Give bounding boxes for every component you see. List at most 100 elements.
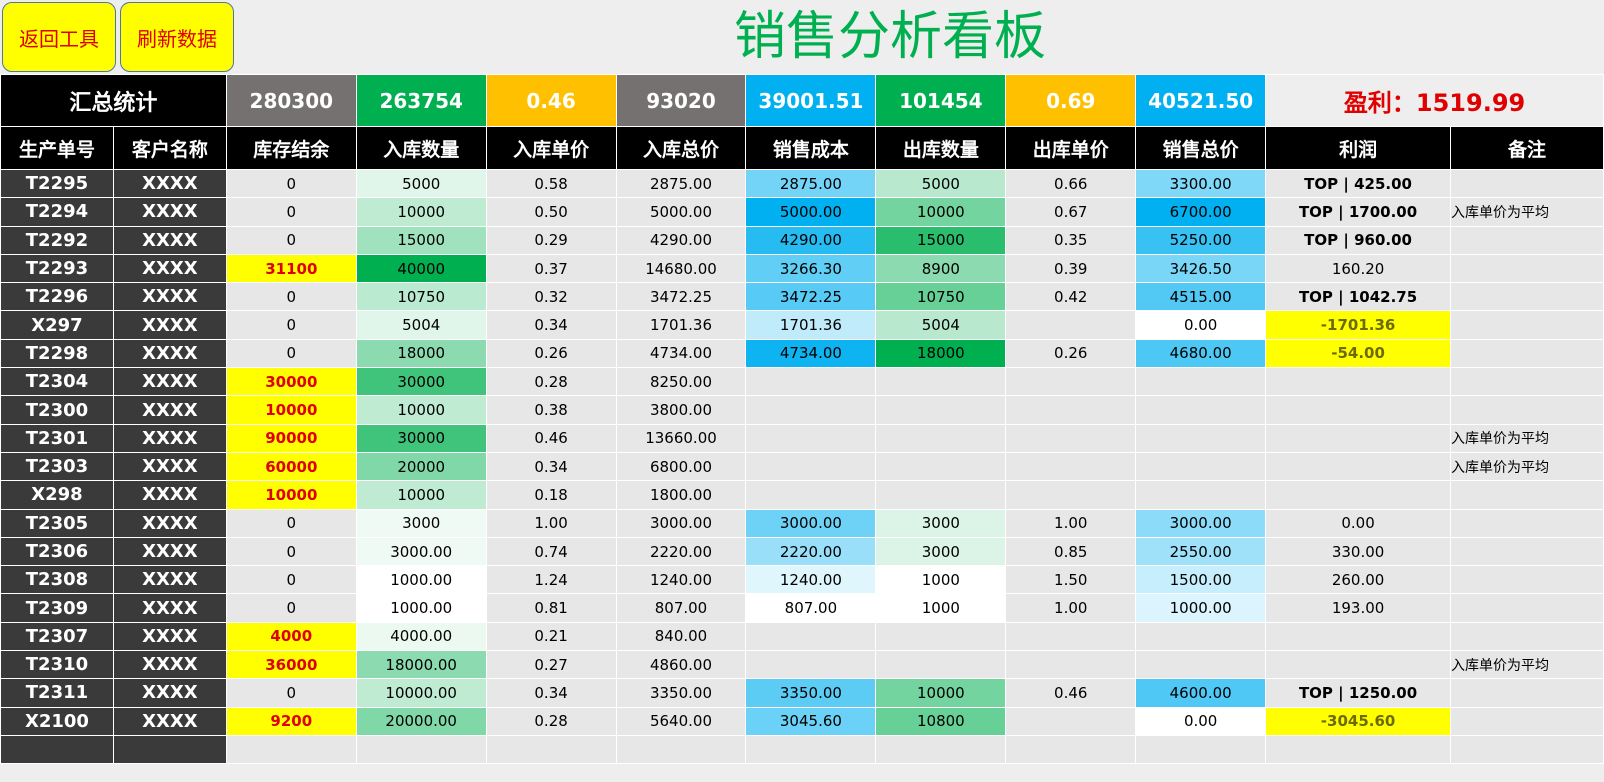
summary-label: 汇总统计 [0, 74, 227, 127]
cell-in-total: 4290.00 [615, 225, 747, 255]
cell-customer: XXXX [112, 168, 227, 199]
cell-out-qty [875, 367, 1007, 397]
cell-out-price: 1.00 [1005, 593, 1137, 623]
cell-out-price [1005, 451, 1137, 482]
cell-out-qty: 8900 [875, 253, 1007, 284]
cell-in-qty: 15000 [355, 225, 487, 255]
cell-customer: XXXX [112, 338, 227, 369]
cell-out-price: 0.85 [1005, 536, 1137, 567]
cell-in-total: 5640.00 [615, 706, 747, 736]
cell-out-qty [875, 395, 1007, 425]
cell-stock: 90000 [225, 423, 357, 453]
cell-in-qty: 4000.00 [355, 621, 487, 652]
cell-note [1450, 706, 1604, 736]
table-row: T2304 XXXX 30000 30000 0.28 8250.00 [0, 367, 1604, 397]
cell-sale-total: 4515.00 [1135, 282, 1267, 312]
table-row: X2100 XXXX 9200 20000.00 0.28 5640.00 3045.60 1… [0, 706, 1604, 736]
cell-stock: 10000 [225, 480, 357, 510]
cell-sale-total [1135, 480, 1267, 510]
cell-stock: 4000 [225, 621, 357, 652]
table-row: T2295 XXXX 0 5000 0.58 2875.00 2875.00 5000 0.66… [0, 168, 1604, 199]
cell-in-price [485, 734, 617, 765]
cell-customer: XXXX [112, 197, 227, 227]
cell-customer: XXXX [112, 282, 227, 312]
cell-in-price: 0.21 [485, 621, 617, 652]
cell-out-price: 1.00 [1005, 508, 1137, 538]
cell-order-no: T2295 [0, 168, 114, 199]
cell-order-no: T2308 [0, 565, 114, 595]
cell-out-price [1005, 423, 1137, 453]
cell-note [1450, 621, 1604, 652]
cell-in-price: 0.32 [485, 282, 617, 312]
header-cell: 入库单价 [485, 126, 617, 170]
cell-stock: 0 [225, 197, 357, 227]
cell-order-no: T2304 [0, 367, 114, 397]
header-cell: 备注 [1450, 126, 1604, 170]
cell-out-price: 0.67 [1005, 197, 1137, 227]
refresh-data-button[interactable]: 刷新数据 [120, 2, 234, 72]
cell-sale-total: 1500.00 [1135, 565, 1267, 595]
cell-profit: TOP | 1700.00 [1265, 197, 1452, 227]
cell-cost [745, 451, 877, 482]
cell-in-qty: 5004 [355, 310, 487, 340]
cell-in-total: 807.00 [615, 593, 747, 623]
cell-out-price [1005, 395, 1137, 425]
cell-note: 入库单价为平均 [1450, 650, 1604, 680]
table-row: T2300 XXXX 10000 10000 0.38 3800.00 [0, 395, 1604, 425]
cell-customer: XXXX [112, 621, 227, 652]
cell-stock: 0 [225, 225, 357, 255]
cell-note: 入库单价为平均 [1450, 197, 1604, 227]
cell-order-no: T2300 [0, 395, 114, 425]
cell-sale-total: 1000.00 [1135, 593, 1267, 623]
cell-order-no: T2309 [0, 593, 114, 623]
cell-note [1450, 367, 1604, 397]
cell-note [1450, 565, 1604, 595]
cell-sale-total [1135, 395, 1267, 425]
cell-stock: 31100 [225, 253, 357, 284]
table-row: T2305 XXXX 0 3000 1.00 3000.00 3000.00 3000 1.00… [0, 508, 1604, 538]
summary-cost: 39001.51 [745, 74, 877, 127]
cell-cost: 4734.00 [745, 338, 877, 369]
cell-in-price: 0.46 [485, 423, 617, 453]
cell-in-qty: 5000 [355, 168, 487, 199]
cell-cost: 807.00 [745, 593, 877, 623]
back-tools-button[interactable]: 返回工具 [2, 2, 116, 72]
table-row: T2310 XXXX 36000 18000.00 0.27 4860.00 入库单价为平均 [0, 650, 1604, 680]
cell-in-price: 0.81 [485, 593, 617, 623]
cell-in-total: 3350.00 [615, 678, 747, 708]
toolbar: 返回工具 刷新数据 销售分析看板 [0, 0, 1604, 74]
cell-in-qty [355, 734, 487, 765]
cell-sale-total [1135, 734, 1267, 765]
cell-in-total: 5000.00 [615, 197, 747, 227]
cell-in-total: 8250.00 [615, 367, 747, 397]
cell-profit [1265, 367, 1452, 397]
cell-profit [1265, 650, 1452, 680]
cell-customer: XXXX [112, 225, 227, 255]
cell-order-no: T2303 [0, 451, 114, 482]
cell-out-qty [875, 650, 1007, 680]
cell-note [1450, 253, 1604, 284]
cell-customer [112, 734, 227, 765]
cell-out-qty [875, 423, 1007, 453]
table-row: T2308 XXXX 0 1000.00 1.24 1240.00 1240.00 1000 1… [0, 565, 1604, 595]
cell-in-total: 1800.00 [615, 480, 747, 510]
cell-in-qty: 3000.00 [355, 536, 487, 567]
cell-out-price [1005, 621, 1137, 652]
summary-in-total: 93020 [615, 74, 747, 127]
cell-customer: XXXX [112, 480, 227, 510]
cell-in-price: 0.27 [485, 650, 617, 680]
cell-out-qty [875, 734, 1007, 765]
summary-sale-total: 40521.50 [1135, 74, 1267, 127]
cell-note [1450, 338, 1604, 369]
table-row: T2293 XXXX 31100 40000 0.37 14680.00 3266.30 89… [0, 253, 1604, 284]
cell-customer: XXXX [112, 395, 227, 425]
cell-cost: 3266.30 [745, 253, 877, 284]
cell-profit: 0.00 [1265, 508, 1452, 538]
cell-profit: TOP | 1250.00 [1265, 678, 1452, 708]
cell-note [1450, 536, 1604, 567]
cell-out-qty: 10750 [875, 282, 1007, 312]
cell-in-price: 0.29 [485, 225, 617, 255]
summary-profit: 盈利：1519.99 [1265, 74, 1604, 127]
cell-customer: XXXX [112, 367, 227, 397]
cell-order-no [0, 734, 114, 765]
